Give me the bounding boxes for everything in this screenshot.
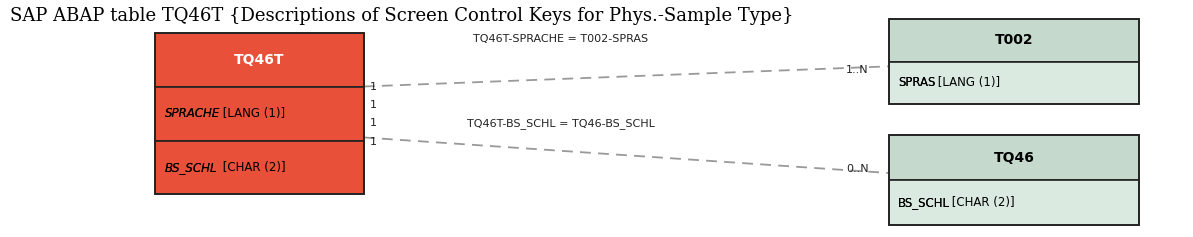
Text: TQ46: TQ46 [994,150,1034,165]
Text: SAP ABAP table TQ46T {Descriptions of Screen Control Keys for Phys.-Sample Type}: SAP ABAP table TQ46T {Descriptions of Sc… [10,7,793,25]
Text: BS_SCHL: BS_SCHL [165,161,217,174]
Text: [CHAR (2)]: [CHAR (2)] [220,161,285,174]
Text: BS_SCHL: BS_SCHL [898,196,951,209]
FancyBboxPatch shape [155,87,364,141]
Text: T002: T002 [995,33,1033,47]
Text: 1: 1 [370,137,377,147]
FancyBboxPatch shape [889,180,1139,225]
FancyBboxPatch shape [889,135,1139,180]
FancyBboxPatch shape [155,141,364,194]
Text: SPRAS: SPRAS [898,77,935,89]
Text: 1..N: 1..N [846,65,869,75]
Text: 1: 1 [370,100,377,110]
FancyBboxPatch shape [889,19,1139,62]
Text: 0..N: 0..N [846,164,869,174]
Text: SPRACHE: SPRACHE [165,107,220,120]
Text: 1: 1 [370,82,377,91]
FancyBboxPatch shape [889,62,1139,104]
FancyBboxPatch shape [155,33,364,87]
Text: 1: 1 [370,118,377,128]
Text: TQ46T-SPRACHE = T002-SPRAS: TQ46T-SPRACHE = T002-SPRAS [474,34,648,44]
Text: [LANG (1)]: [LANG (1)] [934,77,1000,89]
Text: BS_SCHL: BS_SCHL [898,196,951,209]
Text: BS_SCHL: BS_SCHL [165,161,217,174]
Text: TQ46T: TQ46T [234,53,285,67]
Text: TQ46T-BS_SCHL = TQ46-BS_SCHL: TQ46T-BS_SCHL = TQ46-BS_SCHL [466,118,655,129]
Text: [CHAR (2)]: [CHAR (2)] [948,196,1015,209]
Text: SPRAS: SPRAS [898,77,935,89]
Text: [LANG (1)]: [LANG (1)] [220,107,285,120]
Text: SPRACHE: SPRACHE [165,107,220,120]
